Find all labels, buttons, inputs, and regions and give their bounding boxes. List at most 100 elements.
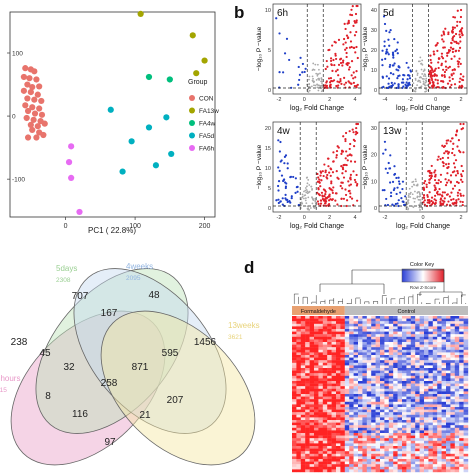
venn-set-total: 815	[0, 387, 7, 394]
volcano-point-down	[294, 177, 297, 180]
volcano-point-up	[446, 172, 449, 175]
pca-point-con	[20, 87, 27, 94]
volcano-point-up	[462, 194, 465, 197]
volcano-point-up	[457, 42, 460, 45]
volcano-point-up	[325, 80, 328, 83]
volcano-point-up	[447, 179, 450, 182]
volcano-point-ns	[421, 77, 424, 80]
volcano-point-up	[457, 65, 460, 68]
volcano-point-up	[438, 193, 442, 196]
volcano-point-up	[431, 85, 434, 88]
volcano-point-up	[350, 82, 353, 85]
volcano-point-up	[461, 200, 464, 204]
volcano-x-tick-label: 0	[303, 97, 306, 103]
volcano-point-up	[319, 174, 322, 177]
volcano-point-ns	[311, 187, 313, 190]
volcano-point-up	[450, 137, 454, 140]
volcano-point-up	[436, 82, 439, 85]
volcano-point-up	[459, 200, 462, 203]
pca-point-con	[33, 76, 40, 83]
volcano-point-up	[345, 204, 348, 208]
volcano-point-ns	[312, 77, 314, 80]
volcano-point-down	[304, 67, 307, 70]
volcano-title: 13w	[383, 126, 402, 137]
volcano-point-up	[443, 70, 447, 74]
volcano-point-down	[395, 68, 398, 71]
volcano-point-up	[423, 182, 426, 185]
volcano-point-up	[343, 83, 346, 86]
venn-region-count: 32	[63, 362, 75, 373]
volcano-point-up	[459, 178, 463, 181]
volcano-point-up	[422, 201, 425, 204]
volcano-point-up	[348, 184, 351, 187]
volcano-point-ns	[320, 90, 323, 93]
volcano-point-ns	[300, 202, 303, 205]
volcano-point-up	[428, 191, 431, 194]
volcano-point-ns	[320, 84, 323, 87]
volcano-point-up	[437, 66, 440, 70]
volcano-point-ns	[311, 75, 314, 78]
volcano-point-up	[330, 182, 333, 185]
volcano-point-ns	[308, 208, 311, 211]
volcano-point-up	[355, 45, 358, 49]
volcano-point-ns	[417, 79, 420, 82]
volcano-point-ns	[310, 185, 313, 188]
volcano-point-up	[332, 151, 335, 154]
volcano-point-up	[355, 4, 358, 8]
volcano-point-down	[284, 154, 288, 157]
volcano-point-down	[279, 200, 282, 203]
volcano-point-up	[319, 170, 322, 173]
volcano-point-up	[462, 151, 465, 154]
volcano-point-up	[324, 171, 327, 174]
volcano-point-down	[394, 202, 397, 206]
volcano-point-up	[342, 43, 345, 46]
color-key-title: Color Key	[410, 262, 434, 268]
volcano-point-up	[433, 184, 436, 187]
volcano-point-down	[388, 31, 391, 34]
venn-region-count: 48	[148, 290, 160, 301]
volcano-point-up	[441, 144, 444, 147]
pca-point-con	[30, 116, 37, 123]
volcano-point-up	[458, 20, 462, 24]
volcano-point-ns	[419, 195, 422, 198]
volcano-point-down	[283, 178, 286, 181]
volcano-point-up	[334, 54, 337, 57]
volcano-point-ns	[304, 197, 307, 200]
group-label: Control	[398, 309, 416, 315]
volcano-point-down	[397, 86, 400, 89]
volcano-point-up	[316, 200, 320, 203]
volcano-point-down	[382, 85, 385, 88]
volcano-point-ns	[304, 187, 307, 189]
volcano-point-ns	[414, 88, 417, 91]
heatmap-cells	[292, 316, 469, 473]
volcano-point-down	[396, 186, 399, 189]
pca-point-con	[26, 75, 33, 82]
volcano-point-ns	[424, 84, 427, 87]
pca-point-fa13w	[137, 10, 144, 17]
volcano-point-down	[396, 41, 399, 44]
volcano-point-up	[321, 170, 324, 173]
volcano-point-up	[426, 195, 429, 198]
color-key-label: Row Z-Score	[410, 285, 437, 290]
volcano-point-up	[340, 204, 343, 208]
volcano-point-up	[346, 61, 349, 65]
volcano-point-ns	[315, 72, 318, 75]
volcano-point-down	[402, 73, 405, 77]
volcano-point-up	[456, 145, 459, 148]
volcano-point-up	[340, 181, 343, 184]
volcano-point-up	[448, 195, 451, 198]
volcano-point-up	[446, 54, 449, 57]
volcano-point-up	[335, 149, 339, 153]
volcano-point-ns	[312, 81, 315, 84]
volcano-point-ns	[412, 197, 415, 200]
volcano-point-down	[405, 61, 408, 65]
volcano-point-up	[441, 191, 444, 194]
volcano-point-down	[397, 176, 400, 179]
volcano-point-up	[316, 172, 319, 176]
volcano-point-up	[328, 81, 332, 84]
volcano-point-up	[447, 162, 450, 165]
volcano-point-up	[461, 169, 465, 173]
volcano-point-up	[439, 173, 443, 176]
volcano-point-up	[345, 163, 348, 167]
venn-region-count: 258	[101, 378, 118, 389]
